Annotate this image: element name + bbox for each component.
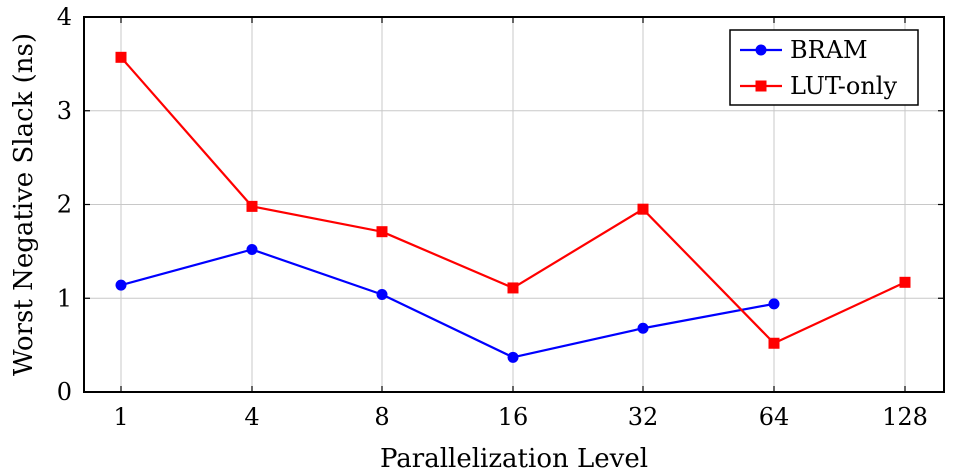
legend-label-bram: BRAM (790, 36, 868, 64)
legend-item-lut-only: LUT-only (740, 72, 897, 100)
tick-labels: 1 4 8 16 32 64 128 0 1 2 3 4 (57, 3, 928, 431)
legend-item-bram: BRAM (740, 36, 868, 64)
point-lut-only-64 (768, 337, 780, 349)
point-lut-only-1 (115, 51, 127, 63)
series-markers (115, 51, 911, 363)
x-axis-label: Parallelization Level (380, 444, 648, 474)
x-tick-label-1: 1 (113, 403, 128, 431)
legend-marker-bram (755, 44, 767, 56)
point-bram-4 (246, 244, 258, 255)
y-tick-label-0: 0 (57, 378, 72, 406)
x-tick-label-4: 4 (244, 403, 259, 431)
point-lut-only-32 (637, 203, 649, 215)
point-lut-only-128 (899, 276, 911, 288)
y-tick-label-4: 4 (57, 3, 72, 31)
axis-ticks (84, 16, 944, 393)
x-tick-label-8: 8 (374, 403, 389, 431)
legend-label-lut-only: LUT-only (790, 72, 897, 100)
y-axis-label: Worst Negative Slack (ns) (9, 33, 39, 376)
legend: BRAM LUT-only (729, 29, 919, 106)
x-tick-label-16: 16 (498, 403, 529, 431)
y-tick-label-2: 2 (57, 191, 72, 219)
series-line-bram (120, 248, 775, 359)
x-tick-label-128: 128 (882, 403, 928, 431)
legend-marker-lut-only (755, 80, 767, 92)
point-bram-1 (115, 279, 127, 291)
point-lut-only-4 (246, 200, 258, 212)
x-tick-label-64: 64 (759, 403, 790, 431)
y-tick-label-3: 3 (57, 97, 72, 125)
point-bram-16 (507, 351, 519, 363)
y-tick-label-1: 1 (57, 284, 72, 312)
point-lut-only-8 (376, 226, 388, 238)
point-bram-8 (376, 289, 388, 300)
legend-box (729, 29, 919, 106)
point-lut-only-16 (507, 282, 519, 294)
x-tick-label-32: 32 (628, 403, 659, 431)
point-bram-64 (768, 298, 780, 310)
point-bram-32 (637, 322, 649, 334)
